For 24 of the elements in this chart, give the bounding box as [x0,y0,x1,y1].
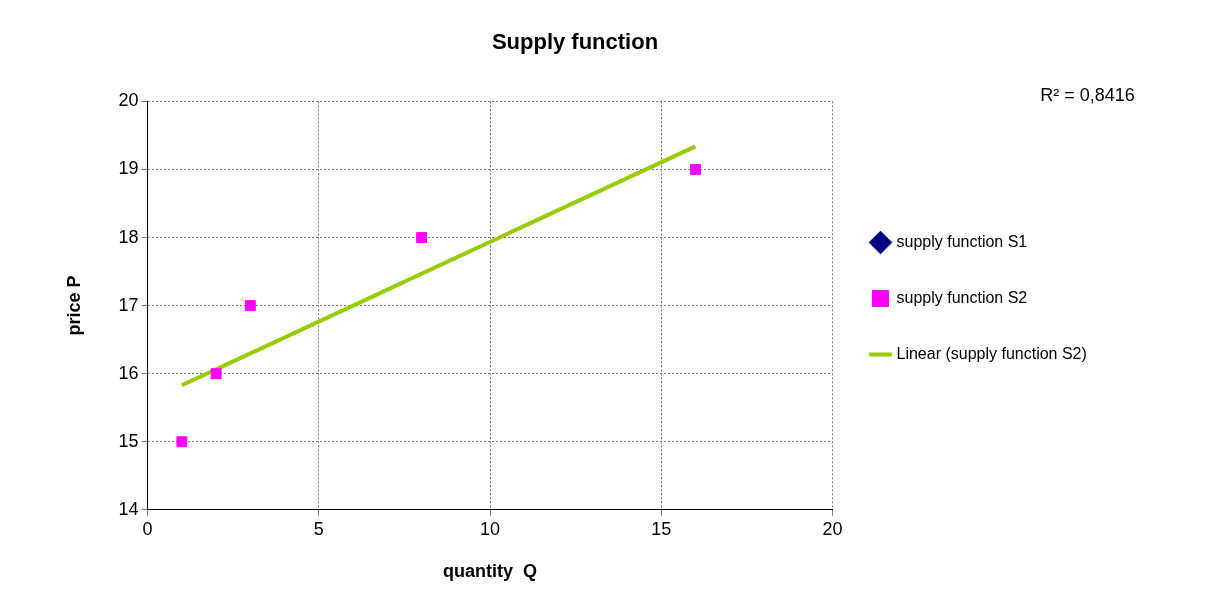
legend-label: supply function S1 [896,232,1028,250]
x-tick-label: 15 [651,518,672,539]
y-tick-label: 17 [118,294,139,315]
point [244,300,256,312]
y-tick-label: 15 [118,430,139,451]
x-axis-title: quantity Q [443,561,538,582]
y-tick-label: 20 [118,90,139,111]
y-tick-label: 19 [118,158,139,179]
point [690,164,701,175]
point [176,436,188,448]
legend-label: Linear (supply function S2) [896,344,1087,362]
x-tick-label: 20 [822,518,843,539]
text: R² = 0,8416 [1040,85,1135,106]
point [210,368,222,380]
y-tick-label: 18 [118,226,139,247]
x-tick-label: 10 [480,518,501,539]
y-tick-label: 16 [118,362,139,383]
x-tick-label: 5 [313,518,324,539]
y-axis-title: price P [63,275,84,336]
legend-label: supply function S2 [896,288,1028,306]
point [416,232,428,243]
chart-title: Supply function [491,29,659,55]
y-tick-label: 14 [118,498,139,519]
x-tick-label: 0 [142,518,153,539]
